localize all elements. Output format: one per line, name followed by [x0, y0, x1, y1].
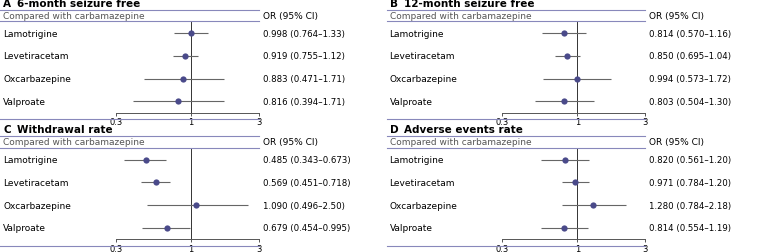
Text: Oxcarbazepine: Oxcarbazepine [390, 75, 458, 84]
Text: Oxcarbazepine: Oxcarbazepine [3, 75, 71, 84]
Text: 0.814 (0.554–1.19): 0.814 (0.554–1.19) [649, 224, 731, 233]
Text: 6-month seizure free: 6-month seizure free [17, 0, 140, 9]
Text: 0.803 (0.504–1.30): 0.803 (0.504–1.30) [649, 98, 731, 107]
Text: 0.971 (0.784–1.20): 0.971 (0.784–1.20) [649, 178, 731, 187]
Text: Compared with carbamazepine: Compared with carbamazepine [390, 138, 531, 147]
Text: OR (95% CI): OR (95% CI) [263, 138, 318, 147]
Text: Compared with carbamazepine: Compared with carbamazepine [390, 12, 531, 21]
Text: C: C [3, 125, 11, 135]
Text: 0.994 (0.573–1.72): 0.994 (0.573–1.72) [649, 75, 731, 84]
Text: OR (95% CI): OR (95% CI) [649, 12, 704, 21]
Text: 0.850 (0.695–1.04): 0.850 (0.695–1.04) [649, 52, 731, 61]
Text: OR (95% CI): OR (95% CI) [263, 12, 318, 21]
Text: 1.280 (0.784–2.18): 1.280 (0.784–2.18) [649, 201, 731, 210]
Text: 12-month seizure free: 12-month seizure free [404, 0, 534, 9]
Text: 0.919 (0.755–1.12): 0.919 (0.755–1.12) [263, 52, 345, 61]
Text: OR (95% CI): OR (95% CI) [649, 138, 704, 147]
Text: Withdrawal rate: Withdrawal rate [17, 125, 113, 135]
Text: 0.485 (0.343–0.673): 0.485 (0.343–0.673) [263, 155, 350, 165]
Text: Lamotrigine: Lamotrigine [390, 155, 444, 165]
Text: Valproate: Valproate [390, 98, 433, 107]
Text: Valproate: Valproate [3, 224, 46, 233]
Text: B: B [390, 0, 397, 9]
Text: Lamotrigine: Lamotrigine [390, 29, 444, 39]
Text: Lamotrigine: Lamotrigine [3, 29, 58, 39]
Text: 0.816 (0.394–1.71): 0.816 (0.394–1.71) [263, 98, 345, 107]
Text: 1.090 (0.496–2.50): 1.090 (0.496–2.50) [263, 201, 345, 210]
Text: Levetiracetam: Levetiracetam [3, 178, 69, 187]
Text: Oxcarbazepine: Oxcarbazepine [390, 201, 458, 210]
Text: 0.998 (0.764–1.33): 0.998 (0.764–1.33) [263, 29, 345, 39]
Text: Levetiracetam: Levetiracetam [390, 52, 455, 61]
Text: Levetiracetam: Levetiracetam [390, 178, 455, 187]
Text: 0.814 (0.570–1.16): 0.814 (0.570–1.16) [649, 29, 731, 39]
Text: 0.883 (0.471–1.71): 0.883 (0.471–1.71) [263, 75, 345, 84]
Text: 0.820 (0.561–1.20): 0.820 (0.561–1.20) [649, 155, 731, 165]
Text: Compared with carbamazepine: Compared with carbamazepine [3, 12, 145, 21]
Text: Valproate: Valproate [390, 224, 433, 233]
Text: Valproate: Valproate [3, 98, 46, 107]
Text: Lamotrigine: Lamotrigine [3, 155, 58, 165]
Text: A: A [3, 0, 11, 9]
Text: Adverse events rate: Adverse events rate [404, 125, 523, 135]
Text: Compared with carbamazepine: Compared with carbamazepine [3, 138, 145, 147]
Text: 0.679 (0.454–0.995): 0.679 (0.454–0.995) [263, 224, 350, 233]
Text: D: D [390, 125, 398, 135]
Text: 0.569 (0.451–0.718): 0.569 (0.451–0.718) [263, 178, 350, 187]
Text: Oxcarbazepine: Oxcarbazepine [3, 201, 71, 210]
Text: Levetiracetam: Levetiracetam [3, 52, 69, 61]
